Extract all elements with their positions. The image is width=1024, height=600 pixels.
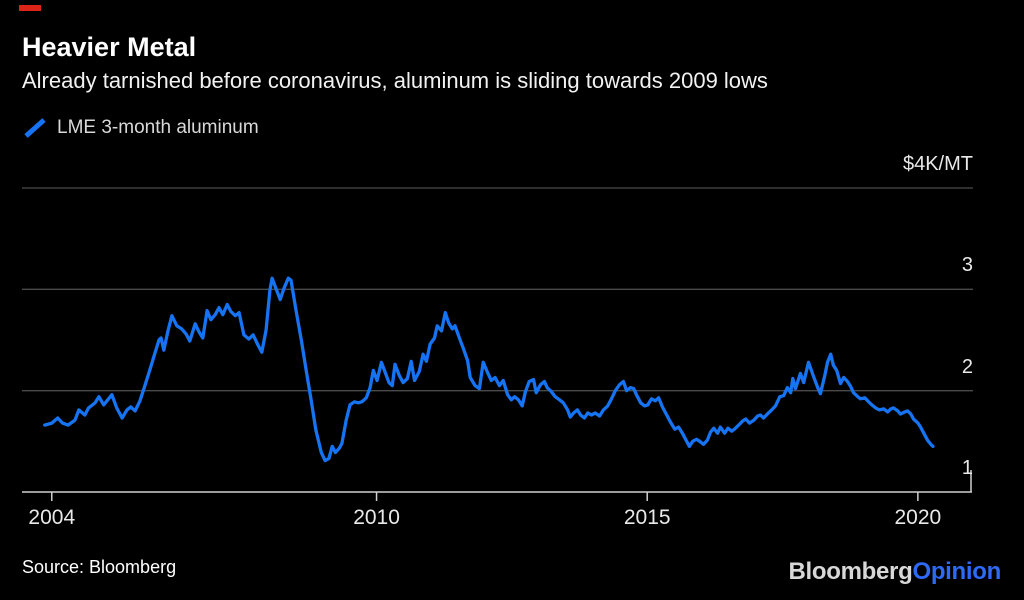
x-axis-label: 2015 [623, 506, 671, 529]
x-axis-label: 2010 [353, 506, 400, 529]
logo-opinion: Opinion [912, 558, 1001, 585]
y-axis-label: 2 [961, 355, 973, 378]
y-axis-label: 1 [961, 457, 973, 479]
y-axis-label: $4K/MT [902, 153, 973, 175]
legend-label: LME 3-month aluminum [57, 117, 259, 138]
y-axis-label: 3 [961, 254, 973, 277]
page-subtitle: Already tarnished before coronavirus, al… [22, 68, 768, 93]
price-line [43, 276, 935, 463]
x-axis-label: 2020 [894, 506, 942, 529]
x-axis-label: 2004 [28, 506, 76, 529]
source-note: Source: Bloomberg [22, 557, 177, 577]
accent-dash [19, 5, 41, 11]
bloomberg-opinion-logo: BloombergOpinion [788, 558, 1001, 586]
legend: LME 3-month aluminum [22, 116, 259, 140]
page-title: Heavier Metal [22, 32, 197, 62]
logo-bloomberg: Bloomberg [788, 558, 913, 585]
line-series-icon [24, 118, 46, 138]
